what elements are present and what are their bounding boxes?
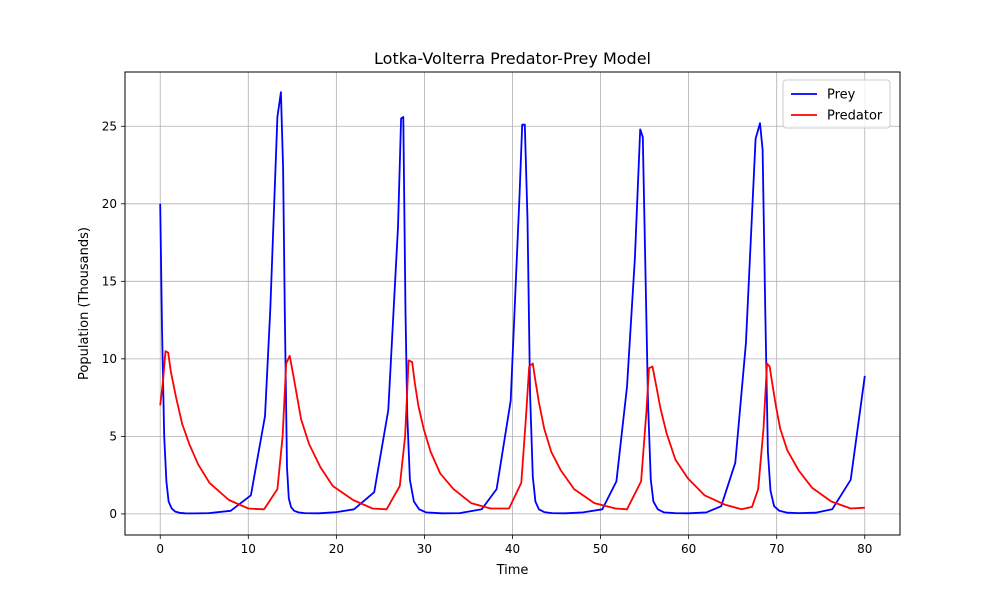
legend-label-predator: Predator <box>827 109 883 124</box>
grid <box>125 72 900 535</box>
y-tick-label: 20 <box>102 197 117 211</box>
x-axis-label: Time <box>496 563 529 578</box>
x-tick-label: 80 <box>857 542 872 556</box>
y-axis-label: Population (Thousands) <box>77 227 92 380</box>
x-tick-label: 40 <box>505 542 520 556</box>
x-tick-label: 30 <box>417 542 432 556</box>
x-axis-ticks: 0 10 20 30 40 50 60 70 80 <box>156 535 872 556</box>
series-line-prey <box>159 91 866 515</box>
legend-box <box>782 79 891 129</box>
chart-title: Lotka-Volterra Predator-Prey Model <box>374 49 651 68</box>
y-tick-label: 25 <box>102 119 117 133</box>
series-line-predator <box>159 350 865 511</box>
x-tick-label: 50 <box>593 542 608 556</box>
y-axis-ticks: 0 5 10 15 20 25 <box>102 119 125 521</box>
x-tick-label: 70 <box>769 542 784 556</box>
x-tick-label: 60 <box>681 542 696 556</box>
series-group <box>159 91 866 515</box>
x-tick-label: 0 <box>156 542 164 556</box>
y-tick-label: 15 <box>102 274 117 288</box>
y-tick-label: 5 <box>109 429 117 443</box>
y-tick-label: 10 <box>102 352 117 366</box>
y-tick-label: 0 <box>109 507 117 521</box>
legend: Prey Predator <box>782 79 891 129</box>
legend-label-prey: Prey <box>827 88 856 103</box>
x-tick-label: 20 <box>329 542 344 556</box>
x-tick-label: 10 <box>241 542 256 556</box>
